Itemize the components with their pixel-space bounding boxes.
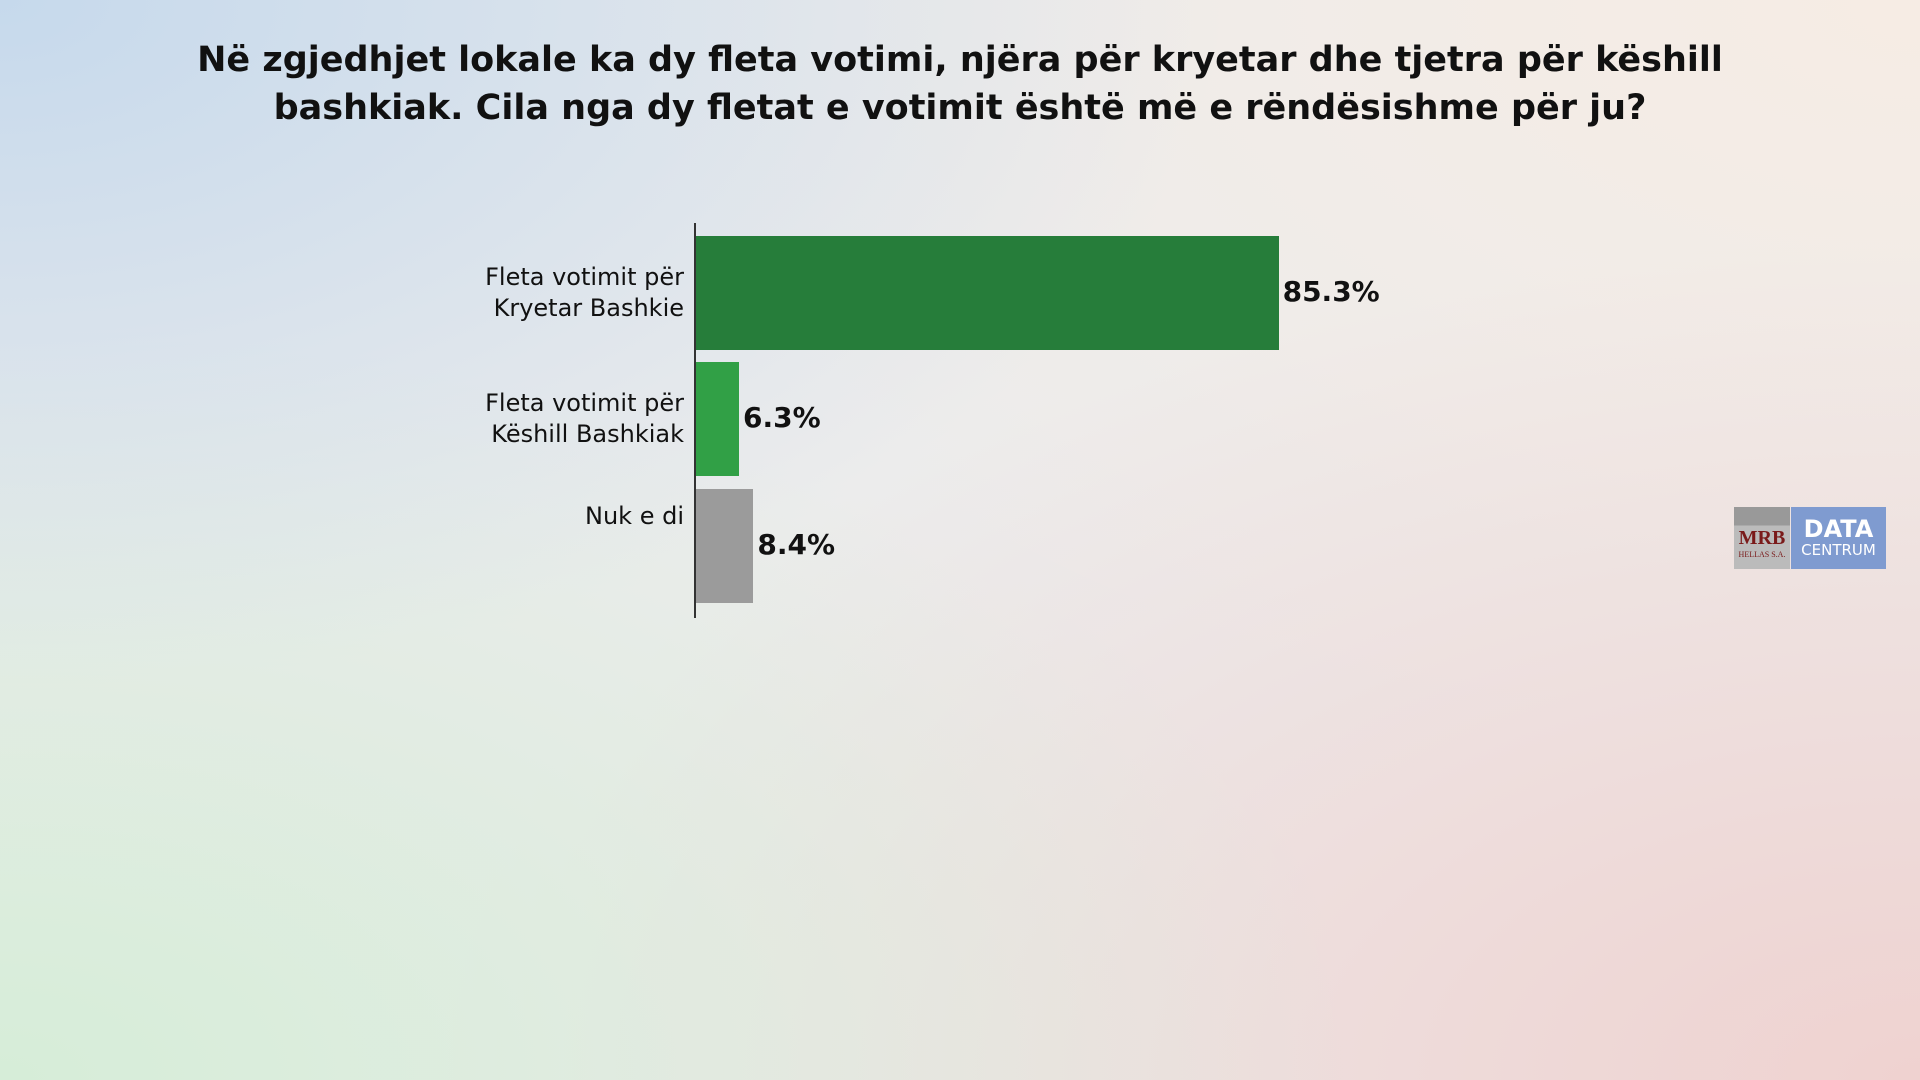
logo: MRB HELLAS S.A. DATA CENTRUM	[1734, 507, 1886, 569]
category-axis	[694, 223, 696, 618]
value-label: 85.3%	[1282, 275, 1380, 308]
logo-text: CENTRUM	[1801, 541, 1876, 559]
logo-text: HELLAS S.A.	[1738, 550, 1786, 559]
value-label: 6.3%	[743, 401, 821, 434]
bar	[696, 489, 754, 603]
logo-mrb: MRB HELLAS S.A.	[1734, 507, 1790, 569]
category-label: Fleta votimit për Kryetar Bashkie	[485, 263, 684, 322]
logo-text: DATA	[1803, 515, 1874, 543]
logo-data: DATA CENTRUM	[1791, 507, 1886, 569]
bar	[696, 362, 740, 476]
logo-text: MRB	[1738, 527, 1786, 549]
category-label: Fleta votimit për Këshill Bashkiak	[485, 389, 684, 448]
value-label: 8.4%	[757, 528, 836, 561]
category-label: Nuk e di	[585, 502, 684, 530]
bar	[696, 236, 1279, 350]
chart-title: Në zgjedhjet lokale ka dy fleta votimi, …	[197, 40, 1723, 128]
